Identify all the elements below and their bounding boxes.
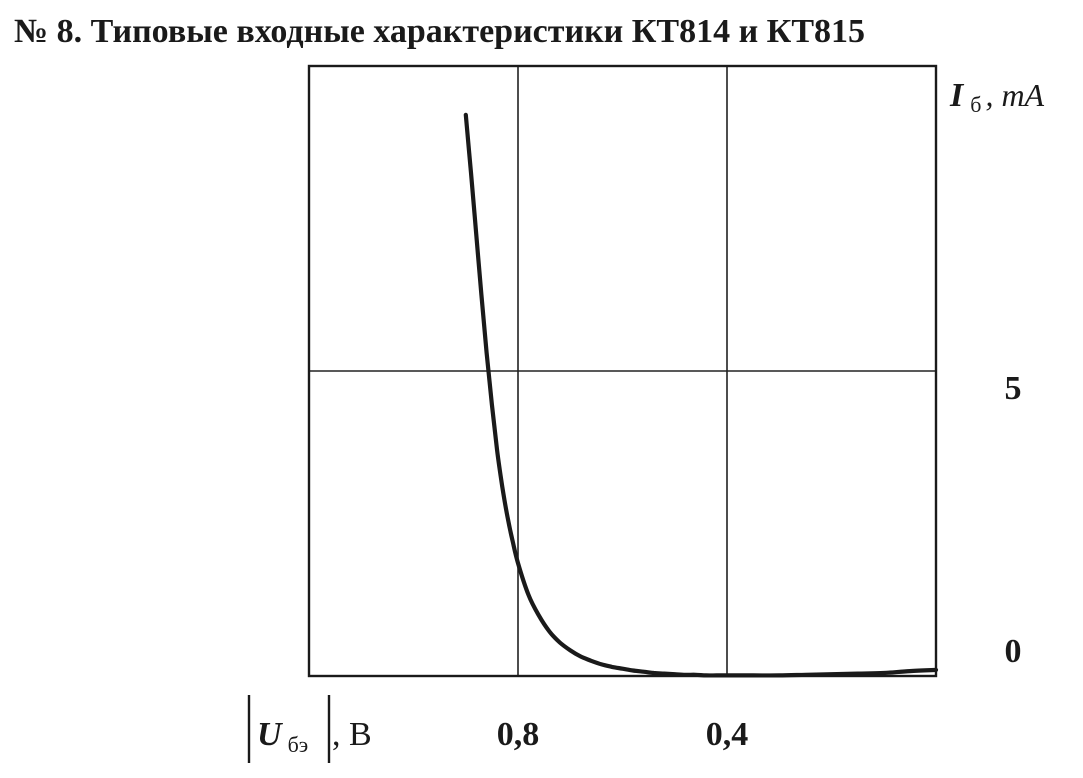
- y-tick-label-1: 0: [1005, 633, 1022, 670]
- x-tick-label-1: 0,4: [706, 716, 749, 753]
- x-axis-label: U бэ , В: [247, 695, 372, 763]
- plot-frame: [307, 64, 938, 678]
- x-axis-symbol: U: [257, 716, 284, 753]
- x-axis-subscript: бэ: [288, 732, 309, 757]
- x-tick-label-0: 0,8: [497, 716, 540, 753]
- x-tick-labels: 0,8 0,4: [497, 716, 749, 753]
- y-axis-subscript: б: [970, 92, 981, 117]
- y-axis-label: I б , mA: [949, 77, 1045, 117]
- input-characteristic-curve: [463, 112, 939, 678]
- grid: [309, 66, 936, 676]
- x-axis-symbol-text: U бэ: [257, 716, 308, 757]
- y-axis-unit: , mA: [985, 77, 1044, 113]
- y-axis-symbol: I: [949, 77, 965, 114]
- x-axis-unit: , В: [332, 716, 372, 753]
- y-tick-labels: 50: [1005, 370, 1022, 670]
- chart-title: № 8. Типовые входные характеристики КТ81…: [14, 13, 865, 50]
- y-tick-label-0: 5: [1005, 370, 1022, 407]
